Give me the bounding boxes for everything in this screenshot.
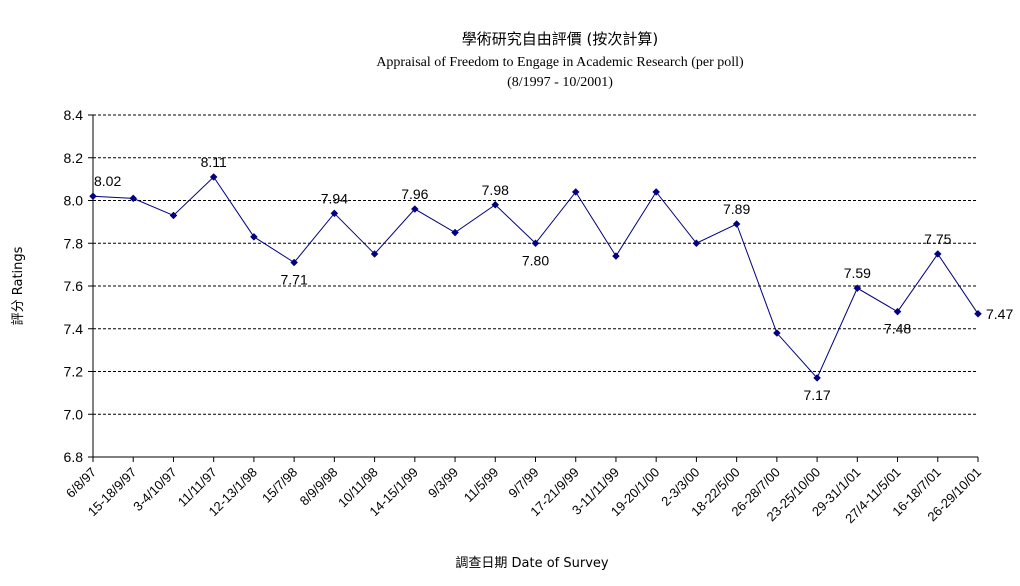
data-point [933,250,942,258]
data-label: 7.98 [482,182,509,198]
chart-subtitle: Appraisal of Freedom to Engage in Academ… [376,55,744,70]
data-label: 7.17 [803,387,830,403]
y-tick-label: 7.2 [64,364,84,380]
data-point [692,239,701,248]
x-tick-label: 9/7/99 [505,465,541,501]
data-point [89,192,97,201]
x-tick-label: 9/3/99 [425,465,461,501]
x-tick-label: 3-4/10/97 [130,465,179,514]
data-label: 7.96 [401,186,428,202]
y-tick-label: 7.8 [64,235,84,251]
data-label: 7.75 [924,231,951,247]
x-tick-label: 15/7/98 [259,465,300,506]
data-point [612,252,620,260]
data-point [491,200,500,209]
data-labels: 8.02 8.11 7.71 7.94 7.96 7.98 7.80 7.89 7.17 7.59… [94,154,1013,403]
chart-date-range: (8/1997 - 10/2001) [507,75,613,90]
x-tick-label: 6/8/97 [63,465,99,501]
y-tick-label: 8.2 [64,150,84,166]
data-point [813,374,821,382]
data-point [250,232,258,241]
data-point [571,188,580,196]
data-label: 8.02 [94,173,121,189]
data-label: 7.71 [281,271,308,287]
data-label: 7.59 [844,265,871,281]
data-point [129,194,138,203]
data-point [652,188,661,196]
data-point [451,228,459,237]
y-tick-label: 8.0 [64,193,84,209]
data-label: 7.48 [884,321,911,337]
x-tick-label: 11/5/99 [461,465,502,506]
data-point [893,307,902,316]
data-label: 7.89 [723,201,750,217]
y-axis-label: 評分 Ratings [11,246,26,325]
data-point [853,284,862,292]
data-point [732,220,741,228]
y-tick-label: 8.4 [64,107,84,123]
data-label: 7.47 [986,306,1013,322]
x-axis-ticks: 6/8/9715-18/9/973-4/10/9711/11/9712-13/1… [63,457,984,526]
data-label: 7.94 [321,190,348,206]
data-point [410,205,419,213]
chart-title: 學術研究自由評價 (按次計算) [462,30,658,48]
data-point [290,258,298,267]
y-tick-label: 7.6 [64,278,84,294]
data-label: 7.80 [522,252,549,268]
y-tick-label: 7.0 [64,406,84,422]
series-ratings [89,173,982,382]
y-tick-label: 6.8 [64,449,84,465]
x-axis-label: 調查日期 Date of Survey [455,556,609,571]
y-tick-label: 7.4 [64,321,84,337]
data-point [209,173,218,181]
data-point [974,309,982,318]
data-point [370,250,379,258]
data-label: 8.11 [201,154,227,170]
data-point [169,211,178,220]
data-point [531,239,540,248]
data-point [330,209,339,218]
y-axis-ticks: 6.8 7.0 7.2 7.4 7.6 7.8 8.0 8.2 8.4 [64,107,93,465]
data-point [773,329,781,337]
x-tick-label: 8/9/9/98 [297,465,341,509]
